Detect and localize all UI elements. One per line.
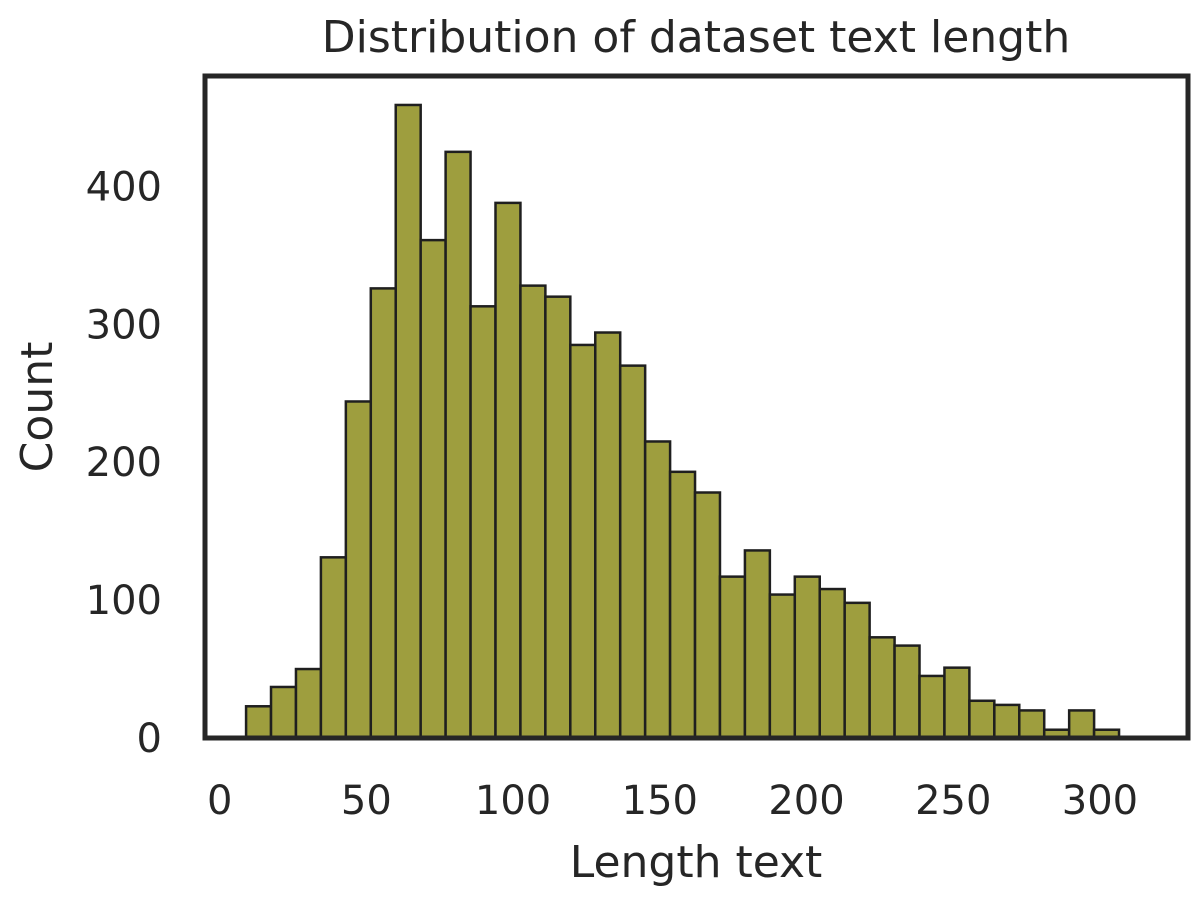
histogram-bar-1 xyxy=(269,685,298,740)
y-tick-label: 100 xyxy=(86,578,162,624)
histogram-bar-4 xyxy=(344,400,373,740)
histogram-bar-11 xyxy=(519,284,547,740)
histogram-bar-27 xyxy=(918,674,946,740)
y-axis-label: Count xyxy=(12,342,63,473)
x-tick-label: 100 xyxy=(475,778,551,824)
histogram-bar-29 xyxy=(968,699,996,740)
histogram-bar-28 xyxy=(943,666,971,740)
histogram-bar-26 xyxy=(893,644,921,740)
x-tick-label: 150 xyxy=(622,778,698,824)
histogram-bar-17 xyxy=(668,470,697,740)
histogram-bar-13 xyxy=(569,343,597,740)
x-tick-label: 0 xyxy=(207,778,232,824)
histogram-bar-16 xyxy=(643,440,672,740)
y-tick-label: 0 xyxy=(137,716,162,762)
x-tick-label: 250 xyxy=(915,778,991,824)
histogram-bar-19 xyxy=(718,575,747,740)
histogram-bar-5 xyxy=(369,287,397,740)
histogram-bar-9 xyxy=(469,305,497,740)
histogram-bar-33 xyxy=(1067,709,1096,740)
histogram-bar-24 xyxy=(843,601,871,740)
histogram-bar-21 xyxy=(768,593,797,740)
histogram-bars xyxy=(244,103,1121,740)
x-tick-label: 300 xyxy=(1062,778,1138,824)
histogram-bar-15 xyxy=(618,364,647,740)
histogram-bar-23 xyxy=(818,587,846,740)
histogram-bar-10 xyxy=(494,201,522,740)
x-axis-tick-labels: 0 50 100 150 200 250 300 xyxy=(207,778,1138,824)
histogram-bar-25 xyxy=(868,636,896,740)
x-axis-label: Length text xyxy=(570,837,823,888)
x-tick-label: 50 xyxy=(341,778,392,824)
histogram-bar-7 xyxy=(419,238,447,740)
histogram-bar-6 xyxy=(394,103,422,740)
y-axis-tick-labels: 0 100 200 300 400 xyxy=(86,164,162,762)
chart-title: Distribution of dataset text length xyxy=(322,12,1071,63)
histogram-bar-0 xyxy=(244,705,273,740)
histogram-bar-30 xyxy=(993,703,1021,740)
histogram-bar-18 xyxy=(693,491,722,740)
histogram-bar-12 xyxy=(544,295,572,740)
x-tick-label: 200 xyxy=(768,778,844,824)
y-tick-label: 300 xyxy=(86,302,162,348)
histogram-bar-14 xyxy=(594,331,622,740)
histogram-bar-3 xyxy=(319,556,348,740)
histogram-bar-20 xyxy=(743,549,772,740)
y-tick-label: 200 xyxy=(86,440,162,486)
histogram-bar-2 xyxy=(294,667,323,740)
plot-frame xyxy=(202,73,1191,741)
histogram-bar-22 xyxy=(793,575,821,740)
histogram-bar-8 xyxy=(444,150,472,740)
y-tick-label: 400 xyxy=(86,164,162,210)
histogram-bar-31 xyxy=(1018,709,1046,740)
